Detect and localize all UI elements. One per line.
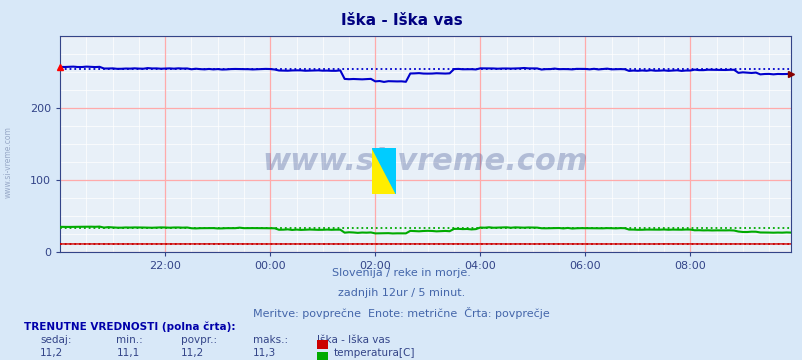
Text: Slovenija / reke in morje.: Slovenija / reke in morje. [332, 268, 470, 278]
Text: zadnjih 12ur / 5 minut.: zadnjih 12ur / 5 minut. [338, 288, 464, 298]
Text: TRENUTNE VREDNOSTI (polna črta):: TRENUTNE VREDNOSTI (polna črta): [24, 321, 235, 332]
Text: Meritve: povprečne  Enote: metrične  Črta: povprečje: Meritve: povprečne Enote: metrične Črta:… [253, 307, 549, 319]
Text: www.si-vreme.com: www.si-vreme.com [262, 147, 588, 176]
Text: 11,2: 11,2 [180, 348, 204, 358]
Polygon shape [371, 148, 395, 194]
Text: 11,2: 11,2 [40, 348, 63, 358]
Polygon shape [371, 148, 395, 194]
Text: temperatura[C]: temperatura[C] [333, 348, 414, 358]
Text: www.si-vreme.com: www.si-vreme.com [3, 126, 13, 198]
Text: Iška - Iška vas: Iška - Iška vas [317, 335, 390, 345]
Text: povpr.:: povpr.: [180, 335, 217, 345]
Text: sedaj:: sedaj: [40, 335, 71, 345]
Text: 11,3: 11,3 [253, 348, 276, 358]
Bar [317, 340, 327, 349]
Bar [317, 352, 327, 360]
Text: Iška - Iška vas: Iška - Iška vas [340, 13, 462, 28]
Text: min.:: min.: [116, 335, 143, 345]
Text: maks.:: maks.: [253, 335, 288, 345]
Text: 11,1: 11,1 [116, 348, 140, 358]
